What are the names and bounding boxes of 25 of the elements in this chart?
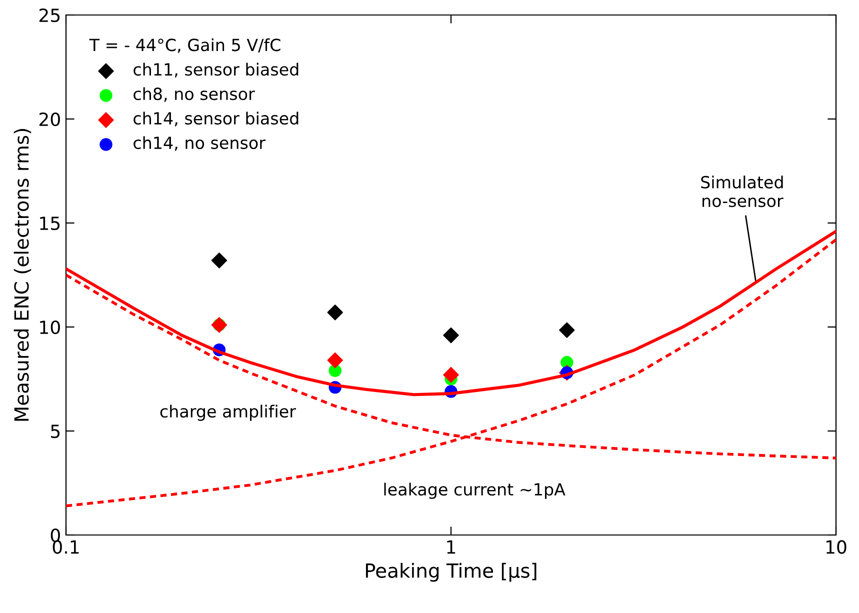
legend-label: ch8, no sensor	[134, 87, 255, 102]
annotation: charge amplifier	[160, 404, 296, 421]
y-axis-title: Measured ENC (electrons rms)	[14, 128, 32, 421]
y-tick-label: 25	[39, 8, 60, 22]
point	[211, 252, 228, 268]
y-tick-label: 10	[40, 320, 60, 334]
point	[443, 367, 459, 383]
point	[327, 304, 343, 320]
point	[327, 352, 343, 368]
legend-title: T = - 44°C, Gain 5 V/fC	[89, 38, 280, 53]
legend-label: ch11, sensor biased	[134, 62, 298, 78]
x-axis-title: Peaking Time [µs]	[366, 562, 536, 582]
x-tick-label: 1	[447, 540, 456, 554]
point	[443, 327, 459, 344]
x-tick-label: 0.1	[52, 540, 79, 554]
point	[328, 364, 342, 378]
legend-label: ch14, no sensor	[134, 136, 266, 151]
y-tick-label: 20	[39, 112, 60, 126]
annotation: leakage current ~1pA	[384, 482, 566, 499]
legend-label: ch14, sensor biased	[134, 112, 298, 126]
y-tick-label: 15	[40, 216, 60, 230]
y-tick-label: 5	[51, 424, 60, 438]
point	[559, 322, 575, 338]
x-tick-label: 10	[826, 540, 846, 554]
annotation: Simulated no-sensor	[701, 176, 784, 208]
